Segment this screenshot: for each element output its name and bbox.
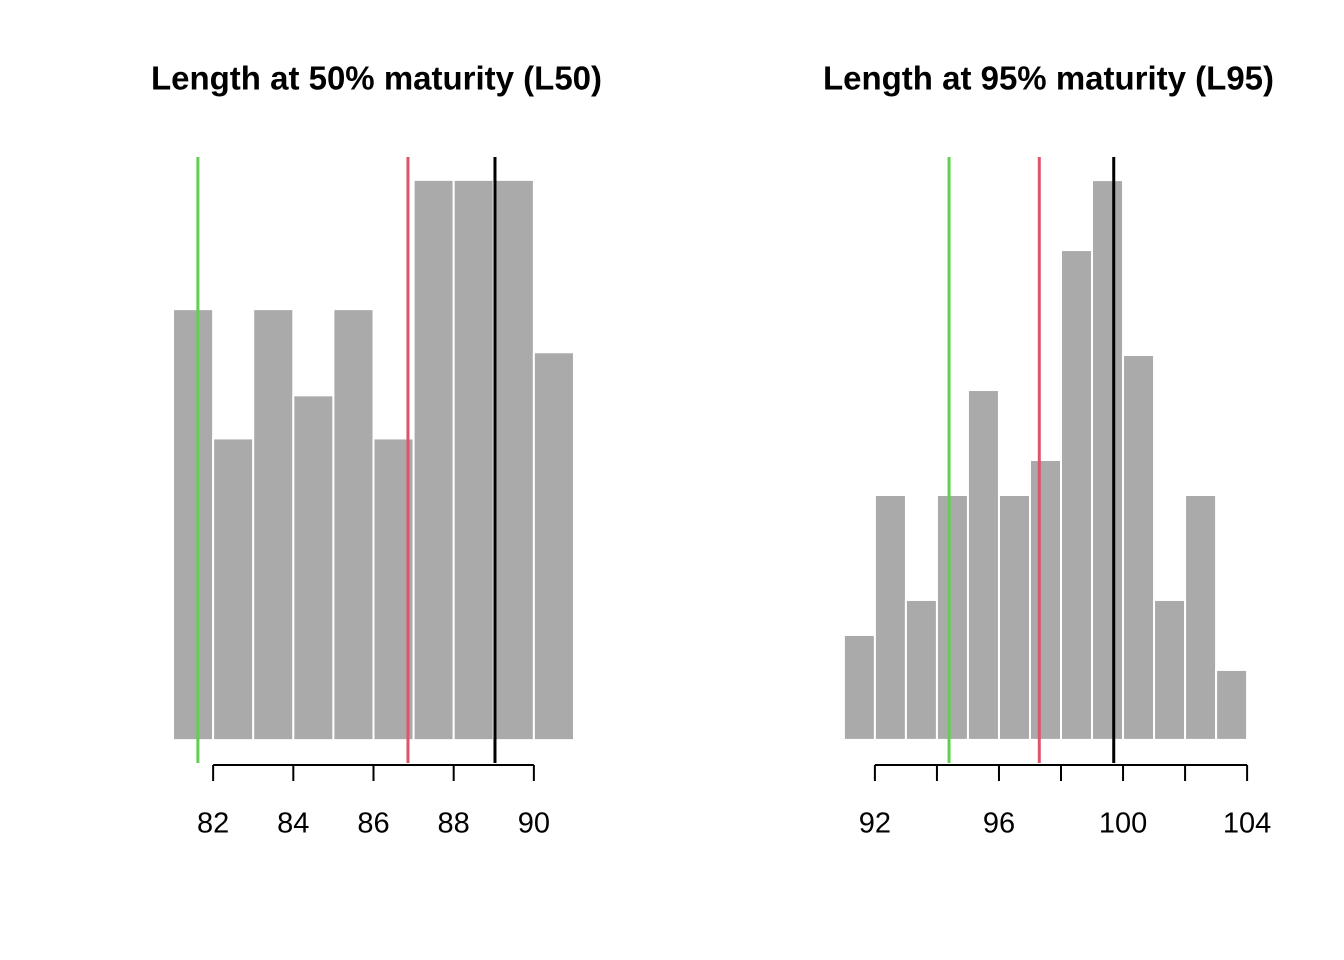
bar — [252, 308, 295, 742]
bar — [1060, 249, 1094, 741]
x-tick-label: 86 — [357, 808, 389, 840]
bar — [1153, 598, 1187, 741]
bar — [935, 493, 969, 741]
bar — [1091, 179, 1125, 741]
bar — [532, 351, 575, 742]
bar — [492, 178, 535, 742]
bar — [412, 178, 455, 742]
x-tick-label: 90 — [518, 808, 550, 840]
bar — [842, 633, 876, 741]
bar — [1184, 493, 1218, 741]
x-tick-label: 88 — [438, 808, 470, 840]
x-tick-label: 96 — [983, 808, 1015, 840]
x-tick-label: 100 — [1099, 808, 1147, 840]
bar — [997, 493, 1031, 741]
bar — [1215, 668, 1249, 741]
bar — [332, 308, 375, 742]
bar — [292, 394, 335, 742]
x-tick-label: 84 — [277, 808, 309, 840]
bar — [966, 389, 1000, 741]
bar — [452, 178, 495, 742]
chart-title: Length at 50% maturity (L50) — [151, 60, 602, 97]
chart-title: Length at 95% maturity (L95) — [823, 60, 1274, 97]
bar — [1122, 354, 1156, 741]
x-tick-label: 92 — [859, 808, 891, 840]
bar — [904, 598, 938, 741]
x-tick-label: 104 — [1223, 808, 1271, 840]
bar — [172, 308, 215, 742]
bar — [873, 493, 907, 741]
bar — [212, 437, 255, 742]
x-tick-label: 82 — [197, 808, 229, 840]
bar — [1028, 459, 1063, 741]
